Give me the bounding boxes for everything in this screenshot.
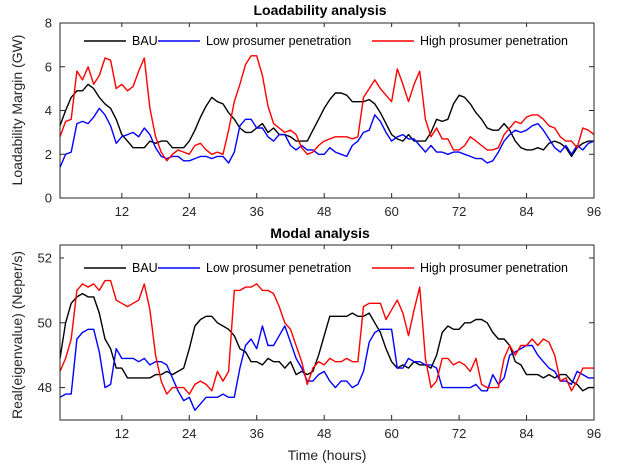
x-tick-label: 12: [115, 204, 129, 219]
plot-area: 12 24 36 48 60 72 84 96 48 50 52: [38, 245, 601, 441]
series-line-high-prosumer-penetration: [59, 55, 595, 162]
series-line-low-prosumer-penetration: [59, 107, 595, 168]
y-tick-label: 8: [45, 16, 52, 31]
plot-frame: [59, 244, 595, 421]
y-tick-label: 50: [38, 315, 52, 330]
y-axis-label: Real(eigenvalue) (Neper/s): [9, 251, 25, 419]
x-axis-label: Time (hours): [288, 447, 367, 463]
x-tick-label: 48: [317, 204, 331, 219]
y-tick-label: 4: [45, 103, 52, 118]
legend-label-bau: BAU: [132, 261, 158, 275]
legend-box: [64, 249, 588, 277]
x-tick-label: 24: [182, 426, 196, 441]
x-tick-label: 48: [317, 426, 331, 441]
legend-label-low: Low prosumer penetration: [206, 34, 351, 48]
y-tick-label: 52: [38, 250, 52, 265]
chart-title: Loadability analysis: [253, 2, 386, 18]
x-tick-label: 84: [519, 204, 533, 219]
legend-label-bau: BAU: [132, 34, 158, 48]
series-line-high-prosumer-penetration: [59, 279, 594, 395]
legend: BAU Low prosumer penetration High prosum…: [64, 27, 588, 55]
x-tick-label: 60: [384, 204, 398, 219]
x-tick-label: 96: [587, 204, 601, 219]
x-tick-label: 36: [250, 204, 264, 219]
y-axis-label: Loadability Margin (GW): [9, 35, 25, 186]
y-tick-label: 48: [38, 380, 52, 395]
x-tick-label: 84: [519, 426, 533, 441]
legend-label-low: Low prosumer penetration: [206, 261, 351, 275]
legend-label-high: High prosumer penetration: [420, 261, 568, 275]
x-tick-label: 72: [452, 204, 466, 219]
series-line-bau: [59, 292, 594, 392]
series-line-bau: [59, 83, 594, 158]
legend-box: [64, 27, 588, 55]
y-tick-label: 0: [45, 191, 52, 206]
loadability-chart: Loadability analysis Loadability Margin …: [9, 2, 601, 219]
x-tick-label: 36: [250, 426, 264, 441]
x-tick-label: 96: [587, 426, 601, 441]
x-tick-label: 24: [182, 204, 196, 219]
x-tick-label: 12: [115, 426, 129, 441]
legend: BAU Low prosumer penetration High prosum…: [64, 249, 588, 277]
x-tick-label: 60: [384, 426, 398, 441]
chart-title: Modal analysis: [270, 225, 370, 241]
series-line-low-prosumer-penetration: [59, 325, 594, 411]
modal-chart: Modal analysis Real(eigenvalue) (Neper/s…: [9, 225, 601, 463]
plot-frame: [59, 22, 595, 199]
y-tick-label: 6: [45, 59, 52, 74]
x-tick-label: 72: [452, 426, 466, 441]
legend-label-high: High prosumer penetration: [420, 34, 568, 48]
y-tick-label: 2: [45, 147, 52, 162]
